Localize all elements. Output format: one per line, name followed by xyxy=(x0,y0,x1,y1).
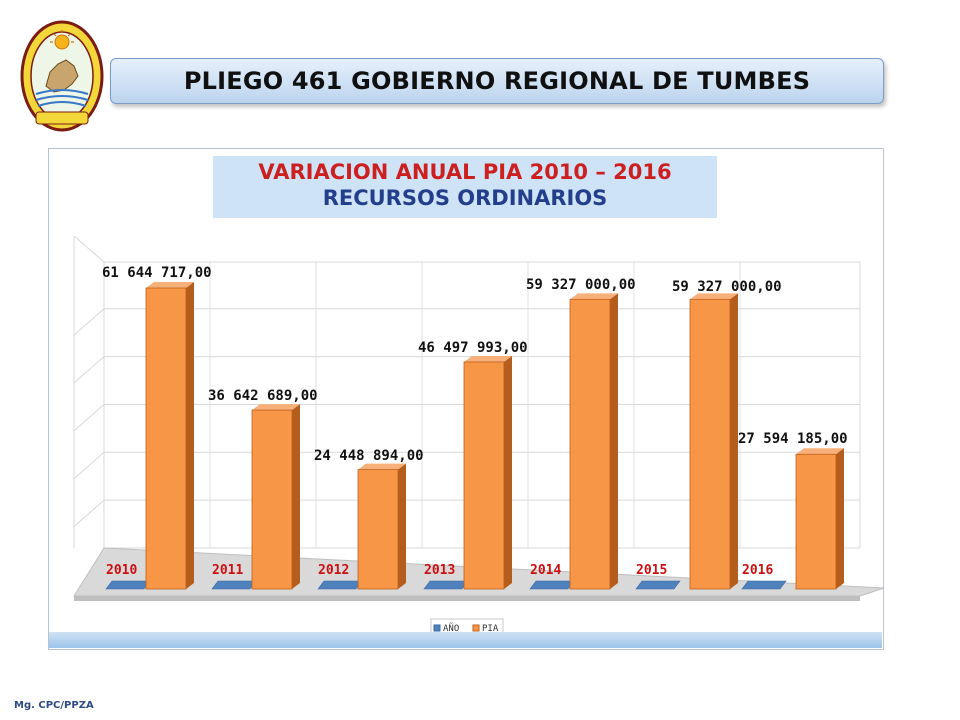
chart-labels: 2010 61 644 717,00 2011 36 642 689,00 2012 24… xyxy=(102,265,848,578)
pia-bar-2015 xyxy=(689,298,731,590)
data-label-2016: 27 594 185,00 xyxy=(738,431,848,447)
category-label-2014: 2014 xyxy=(530,563,561,578)
pia-bar-side-2015 xyxy=(730,293,738,589)
data-label-2015: 59 327 000,00 xyxy=(672,279,782,295)
pia-bar-top-2014 xyxy=(570,293,618,300)
pia-bar-side-2010 xyxy=(186,282,194,589)
ano-bar-2012 xyxy=(317,580,363,590)
ano-bar-2015 xyxy=(635,580,681,590)
footer-band xyxy=(49,632,882,648)
chart-title-box: VARIACION ANUAL PIA 2010 – 2016 RECURSOS… xyxy=(213,156,717,218)
ano-bar-2016 xyxy=(741,580,787,590)
pia-bar-top-2010 xyxy=(146,282,194,288)
pia-bar-top-2011 xyxy=(252,404,300,411)
legend-swatch-pia xyxy=(472,624,480,632)
pia-bar-side-2016 xyxy=(836,448,844,589)
ano-bar-2010 xyxy=(105,580,151,590)
category-label-2016: 2016 xyxy=(742,563,773,578)
page-title: PLIEGO 461 GOBIERNO REGIONAL DE TUMBES xyxy=(183,67,811,95)
pia-bar-top-2012 xyxy=(358,463,406,470)
pia-bar-side-2011 xyxy=(292,404,300,589)
side-wall-top xyxy=(73,235,105,263)
legend-swatch-ano xyxy=(433,624,441,632)
gridline-side xyxy=(73,499,105,527)
ano-bar-2013 xyxy=(423,580,469,590)
data-label-2012: 24 448 894,00 xyxy=(314,448,424,464)
data-label-2014: 59 327 000,00 xyxy=(526,277,636,293)
legend-label-ano: AÑO xyxy=(443,623,459,634)
category-label-2012: 2012 xyxy=(318,563,349,578)
pia-bar-side-2014 xyxy=(610,293,618,589)
legend-label-pia: PIA xyxy=(482,624,499,634)
footer-note: Mg. CPC/PPZA xyxy=(14,700,94,711)
category-label-2010: 2010 xyxy=(106,563,137,578)
pia-bar-2010 xyxy=(145,287,187,590)
gridline-side xyxy=(73,356,105,384)
chart-bars xyxy=(105,282,844,590)
pia-bar-top-2016 xyxy=(796,448,844,455)
gridline-side xyxy=(73,308,105,336)
pia-bar-side-2013 xyxy=(504,355,512,589)
pia-bar-top-2013 xyxy=(464,355,512,362)
gridline-side xyxy=(73,404,105,432)
pia-bar-2012 xyxy=(357,469,399,590)
category-label-2011: 2011 xyxy=(212,563,243,578)
ano-bar-2014 xyxy=(529,580,575,590)
gobierno-regional-logo xyxy=(20,20,104,132)
pia-bar-2011 xyxy=(251,409,293,590)
chart-floor-edge xyxy=(74,596,860,601)
pia-bar-side-2012 xyxy=(398,463,406,589)
page-title-banner: PLIEGO 461 GOBIERNO REGIONAL DE TUMBES xyxy=(110,58,884,104)
data-label-2013: 46 497 993,00 xyxy=(418,340,528,356)
pia-bar-2013 xyxy=(463,361,505,590)
gridline-side xyxy=(73,451,105,480)
pia-bar-top-2015 xyxy=(690,293,738,300)
category-label-2013: 2013 xyxy=(424,563,455,578)
pia-bar-2014 xyxy=(569,298,611,590)
data-label-2010: 61 644 717,00 xyxy=(102,265,212,281)
data-label-2011: 36 642 689,00 xyxy=(208,388,318,404)
ano-bar-2011 xyxy=(211,580,257,590)
category-label-2015: 2015 xyxy=(636,563,667,578)
chart-subtitle: RECURSOS ORDINARIOS xyxy=(322,186,608,210)
chart-title: VARIACION ANUAL PIA 2010 – 2016 xyxy=(258,160,672,184)
pia-bar-2016 xyxy=(795,453,837,590)
